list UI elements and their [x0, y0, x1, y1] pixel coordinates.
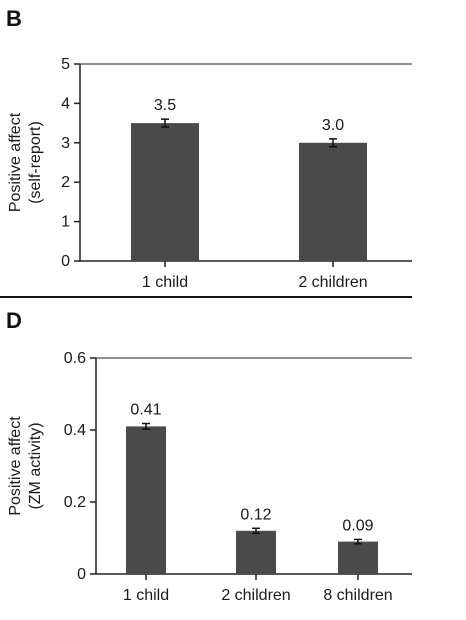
- y-tick-label: 4: [61, 95, 70, 112]
- y-axis-title-line1: Positive affect: [7, 112, 24, 212]
- bar: [236, 530, 276, 574]
- chart-d: 0 0.2 0.4 0.6 0.41 1 child 0.12 2 children 0.09 8…: [7, 350, 412, 604]
- data-label: 3.5: [154, 97, 176, 114]
- chart-b: 0 1 2 3 4 5 3.5 1 child 3.0 2 children Positive af…: [7, 56, 412, 291]
- bar: [126, 426, 166, 574]
- y-tick-label: 0.2: [64, 494, 86, 511]
- x-tick-label: 2 children: [221, 587, 290, 604]
- y-tick-label: 5: [61, 56, 70, 73]
- data-label: 0.12: [240, 506, 271, 523]
- y-tick-label: 0.4: [64, 422, 86, 439]
- x-tick-label: 1 child: [123, 587, 169, 604]
- x-tick-label: 1 child: [142, 274, 188, 291]
- y-tick-label: 0: [61, 253, 70, 270]
- y-tick-label: 0.6: [64, 350, 86, 367]
- bar: [299, 142, 367, 261]
- bar: [131, 123, 199, 261]
- panel-label-b: B: [6, 6, 22, 31]
- data-label: 0.09: [342, 517, 373, 534]
- data-label: 3.0: [322, 117, 344, 134]
- y-axis-title-line1: Positive affect: [7, 416, 24, 516]
- y-tick-label: 2: [61, 174, 70, 191]
- y-tick-label: 0: [77, 566, 86, 583]
- panel-label-d: D: [6, 308, 22, 333]
- x-tick-label: 8 children: [323, 587, 392, 604]
- bar: [338, 541, 378, 574]
- y-axis-title-line2: (self-report): [27, 121, 44, 204]
- data-label: 0.41: [130, 402, 161, 419]
- y-tick-label: 3: [61, 135, 70, 152]
- x-tick-label: 2 children: [298, 274, 367, 291]
- y-tick-label: 1: [61, 214, 70, 231]
- y-axis-title-line2: (ZM activity): [27, 422, 44, 509]
